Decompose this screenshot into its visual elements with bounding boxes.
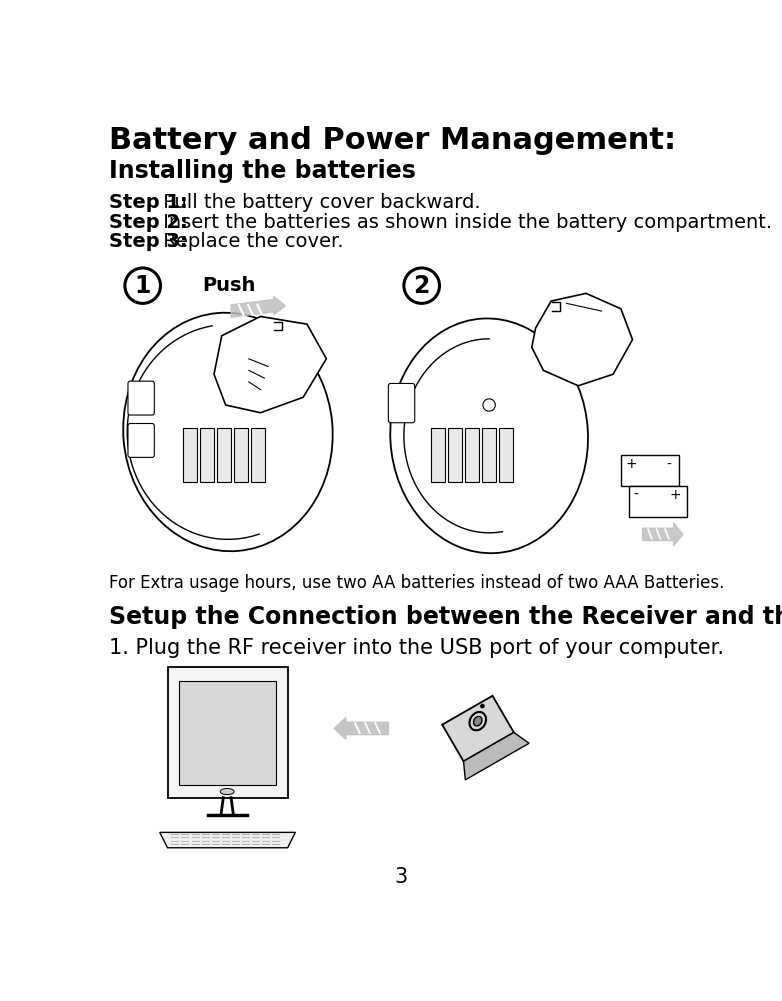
Text: Battery and Power Management:: Battery and Power Management: — [109, 126, 676, 155]
Ellipse shape — [221, 789, 234, 795]
Circle shape — [480, 704, 485, 709]
Bar — [448, 428, 462, 482]
Text: Step 3:: Step 3: — [109, 232, 188, 251]
Polygon shape — [643, 523, 683, 546]
Bar — [465, 428, 479, 482]
Text: 2: 2 — [414, 273, 430, 297]
Text: Insert the batteries as shown inside the battery compartment.: Insert the batteries as shown inside the… — [157, 212, 773, 231]
Bar — [629, 485, 687, 517]
Bar — [200, 428, 214, 482]
Text: 1. Plug the RF receiver into the USB port of your computer.: 1. Plug the RF receiver into the USB por… — [109, 638, 724, 658]
Text: Installing the batteries: Installing the batteries — [109, 158, 416, 182]
Ellipse shape — [124, 312, 332, 552]
Bar — [251, 428, 265, 482]
FancyBboxPatch shape — [389, 383, 414, 422]
Text: Replace the cover.: Replace the cover. — [157, 232, 344, 251]
Text: +: + — [669, 488, 681, 503]
Ellipse shape — [474, 717, 482, 726]
Text: Step 1:: Step 1: — [109, 193, 188, 212]
Text: 3: 3 — [394, 867, 407, 887]
Bar — [431, 428, 445, 482]
Polygon shape — [442, 696, 514, 762]
Polygon shape — [214, 316, 326, 412]
Bar — [179, 681, 276, 785]
Polygon shape — [532, 293, 633, 385]
Bar — [217, 428, 231, 482]
Text: For Extra usage hours, use two AA batteries instead of two AAA Batteries.: For Extra usage hours, use two AA batter… — [109, 575, 725, 593]
Bar — [167, 667, 288, 798]
Text: -: - — [666, 457, 671, 471]
Bar — [234, 428, 248, 482]
Polygon shape — [231, 296, 285, 317]
Text: +: + — [626, 457, 637, 471]
Bar — [621, 455, 679, 485]
Bar — [482, 428, 496, 482]
Circle shape — [483, 398, 495, 411]
Text: -: - — [633, 488, 638, 503]
Bar — [499, 428, 513, 482]
FancyBboxPatch shape — [128, 381, 154, 415]
Bar — [183, 428, 197, 482]
Polygon shape — [160, 833, 296, 848]
Polygon shape — [464, 733, 529, 780]
Text: Step 2:: Step 2: — [109, 212, 188, 231]
Text: Setup the Connection between the Receiver and the Mouse: Setup the Connection between the Receive… — [109, 606, 782, 630]
Text: 1: 1 — [135, 273, 151, 297]
Polygon shape — [334, 718, 389, 739]
Text: Push: Push — [203, 275, 256, 294]
Ellipse shape — [390, 318, 588, 554]
FancyBboxPatch shape — [128, 423, 154, 457]
Text: Pull the battery cover backward.: Pull the battery cover backward. — [157, 193, 481, 212]
